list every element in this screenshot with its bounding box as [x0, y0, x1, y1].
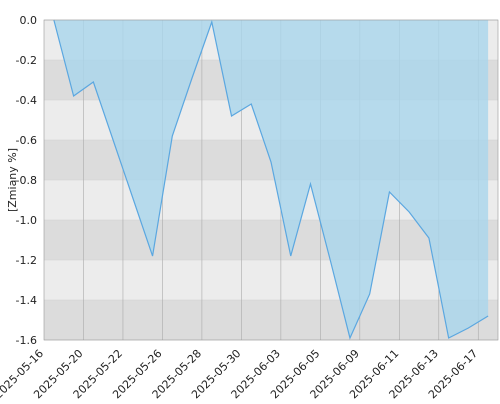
- line: [53, 19, 489, 340]
- y-axis-label: [Zmiany %]: [6, 148, 19, 212]
- area: [53, 20, 489, 338]
- grid-band: [44, 260, 498, 300]
- y-tick-label: -0.2: [16, 54, 37, 67]
- grid-band: [44, 300, 498, 340]
- y-tick-label: -0.6: [16, 134, 37, 147]
- y-tick-label: -0.8: [16, 174, 37, 187]
- y-tick-label: -0.4: [16, 94, 37, 107]
- plot-border: [43, 19, 499, 341]
- y-tick-label: -1.6: [16, 334, 37, 347]
- y-tick-label: -1.0: [16, 214, 37, 227]
- y-tick-label: -1.4: [16, 294, 37, 307]
- y-tick-label: -1.2: [16, 254, 37, 267]
- y-tick-label: 0.0: [20, 14, 38, 27]
